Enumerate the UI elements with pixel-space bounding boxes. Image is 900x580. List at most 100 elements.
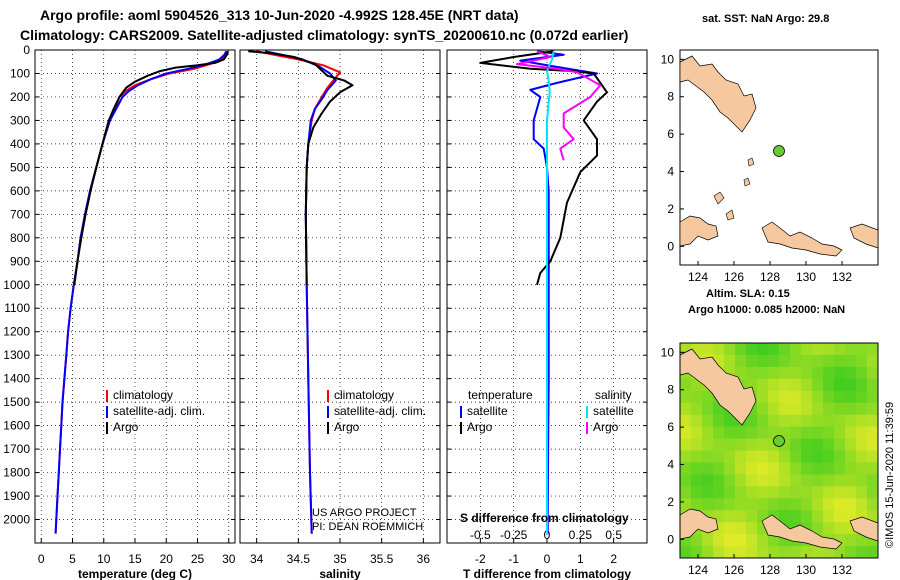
sst-map-land bbox=[679, 55, 879, 257]
sla-cell bbox=[691, 402, 703, 416]
map-y-tick-label: 8 bbox=[667, 90, 674, 104]
sla-cell bbox=[757, 534, 769, 547]
sla-cell bbox=[823, 474, 835, 487]
y-tick-label: 200 bbox=[10, 90, 30, 104]
sla-cell bbox=[823, 414, 835, 428]
sla-cell bbox=[691, 486, 703, 499]
x-tick-label: 25 bbox=[191, 552, 205, 566]
sla-cell bbox=[779, 546, 791, 559]
sla-cell bbox=[735, 462, 747, 475]
sla-cell bbox=[801, 354, 813, 368]
sla-cell bbox=[768, 462, 780, 475]
sla-cell bbox=[702, 474, 714, 487]
salinity-panel: 34 34.5 35 35.5 36 salinity bbox=[239, 49, 441, 580]
sst-float-marker bbox=[773, 145, 785, 157]
sla-cell bbox=[691, 462, 703, 475]
sla-cell bbox=[812, 450, 824, 463]
sla-cell bbox=[801, 414, 813, 428]
sla-cell bbox=[823, 378, 835, 392]
sla-cell bbox=[801, 474, 813, 487]
sla-cell bbox=[812, 378, 824, 392]
sla-cell bbox=[713, 462, 725, 475]
sla-cell bbox=[823, 522, 835, 535]
sla-cell bbox=[823, 486, 835, 499]
sla-cell bbox=[867, 462, 879, 475]
sla-cell bbox=[823, 402, 835, 416]
x-top-tick-label: 0.5 bbox=[605, 528, 622, 542]
sla-cell bbox=[867, 366, 879, 380]
sla-cell bbox=[724, 534, 736, 547]
sla-cell bbox=[735, 450, 747, 463]
sla-cell bbox=[812, 498, 824, 511]
s-difference-label: S difference from climatology bbox=[460, 511, 629, 525]
title-line-1: Argo profile: aoml 5904526_313 10-Jun-20… bbox=[40, 7, 519, 23]
sla-map-land bbox=[679, 348, 879, 550]
series-line-argo bbox=[248, 50, 354, 285]
sla-cell bbox=[834, 378, 846, 392]
sla-cell bbox=[801, 462, 813, 475]
sst-map-panel: sat. SST: NaN Argo: 29.8 124 126 128 130 132… bbox=[661, 13, 879, 284]
sla-cell bbox=[735, 486, 747, 499]
sla-cell bbox=[680, 546, 692, 559]
sla-cell bbox=[768, 414, 780, 428]
sla-cell bbox=[790, 510, 802, 523]
sla-cell bbox=[735, 366, 747, 380]
sla-cell bbox=[845, 426, 857, 439]
y-tick-label: 1700 bbox=[3, 442, 30, 456]
sla-cell bbox=[680, 498, 692, 511]
sla-cell bbox=[757, 414, 769, 428]
sla-cell bbox=[779, 534, 791, 547]
sla-cell bbox=[680, 486, 692, 499]
sla-cell bbox=[812, 474, 824, 487]
y-tick-label: 1100 bbox=[4, 301, 30, 315]
legend-t-argo-label: Argo bbox=[467, 420, 493, 434]
sla-cell bbox=[691, 438, 703, 451]
sla-cell bbox=[746, 510, 758, 523]
sla-cell bbox=[856, 486, 868, 499]
sla-cell bbox=[746, 534, 758, 547]
x-tick-label: 5 bbox=[69, 552, 76, 566]
map-y-tick-label: 2 bbox=[667, 495, 674, 509]
sla-cell bbox=[801, 343, 813, 356]
x-axis-label: salinity bbox=[319, 567, 361, 580]
sla-cell bbox=[680, 462, 692, 475]
sla-cell bbox=[735, 426, 747, 439]
sla-cell bbox=[856, 498, 868, 511]
sla-cell bbox=[724, 486, 736, 499]
x-tick-label: 0 bbox=[544, 552, 551, 566]
sla-cell bbox=[867, 343, 879, 356]
map-y-tick-label: 6 bbox=[667, 127, 674, 141]
sla-cell bbox=[823, 438, 835, 451]
sla-cell bbox=[735, 498, 747, 511]
legend-clim-label: climatology bbox=[113, 388, 173, 402]
sla-cell bbox=[746, 546, 758, 559]
sla-cell bbox=[713, 402, 725, 416]
sla-cell bbox=[779, 354, 791, 368]
sla-cell bbox=[735, 438, 747, 451]
sla-cell bbox=[845, 438, 857, 451]
sla-cell bbox=[845, 378, 857, 392]
sla-cell bbox=[867, 414, 879, 428]
sla-cell bbox=[691, 534, 703, 547]
y-tick-label: 1000 bbox=[3, 278, 30, 292]
sla-cell bbox=[790, 426, 802, 439]
x-top-tick-label: -0.25 bbox=[500, 528, 528, 542]
sla-cell bbox=[867, 354, 879, 368]
sla-cell bbox=[834, 522, 846, 535]
sla-cell bbox=[812, 486, 824, 499]
sla-cell bbox=[768, 486, 780, 499]
sla-cell bbox=[724, 522, 736, 535]
sla-cell bbox=[724, 354, 736, 368]
plot-frame bbox=[34, 49, 236, 544]
map-x-tick-label: 130 bbox=[796, 563, 816, 577]
x-tick-label: -2 bbox=[475, 552, 486, 566]
land-islets bbox=[713, 157, 755, 221]
y-tick-label: 1400 bbox=[3, 372, 30, 386]
sla-cell bbox=[757, 438, 769, 451]
sla-cell bbox=[790, 486, 802, 499]
sla-cell bbox=[856, 510, 868, 523]
sla-cell bbox=[757, 450, 769, 463]
sla-cell bbox=[713, 498, 725, 511]
sla-cell bbox=[746, 366, 758, 380]
sla-cell bbox=[724, 438, 736, 451]
